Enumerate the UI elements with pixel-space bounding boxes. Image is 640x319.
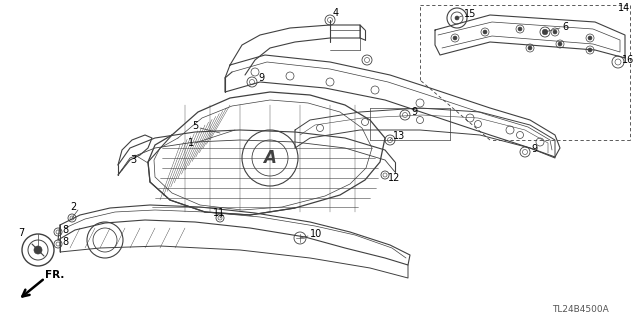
Text: 9: 9 — [411, 107, 417, 117]
Text: 9: 9 — [258, 73, 264, 83]
Circle shape — [34, 246, 42, 254]
Text: 4: 4 — [333, 8, 339, 18]
Text: 6: 6 — [562, 22, 568, 32]
Text: 8: 8 — [62, 237, 68, 247]
Circle shape — [483, 30, 487, 34]
Text: 12: 12 — [388, 173, 401, 183]
Text: 16: 16 — [622, 55, 634, 65]
Text: 15: 15 — [464, 9, 476, 19]
Text: 1: 1 — [188, 138, 194, 148]
Text: A: A — [264, 149, 276, 167]
Text: 5: 5 — [192, 121, 198, 131]
Circle shape — [455, 16, 459, 20]
Text: FR.: FR. — [45, 270, 65, 280]
Circle shape — [518, 27, 522, 31]
Circle shape — [558, 42, 562, 46]
Text: 3: 3 — [130, 155, 136, 165]
Text: 14: 14 — [618, 3, 630, 13]
Text: 13: 13 — [393, 131, 405, 141]
Text: 9: 9 — [531, 144, 537, 154]
Circle shape — [588, 36, 592, 40]
Circle shape — [542, 29, 548, 35]
Circle shape — [528, 46, 532, 50]
Circle shape — [453, 36, 457, 40]
Circle shape — [553, 30, 557, 34]
Text: 11: 11 — [213, 208, 225, 218]
Text: 7: 7 — [18, 228, 24, 238]
Text: TL24B4500A: TL24B4500A — [552, 306, 609, 315]
Circle shape — [588, 48, 592, 52]
Text: 10: 10 — [310, 229, 323, 239]
Text: 2: 2 — [70, 202, 76, 212]
Text: 8: 8 — [62, 225, 68, 235]
